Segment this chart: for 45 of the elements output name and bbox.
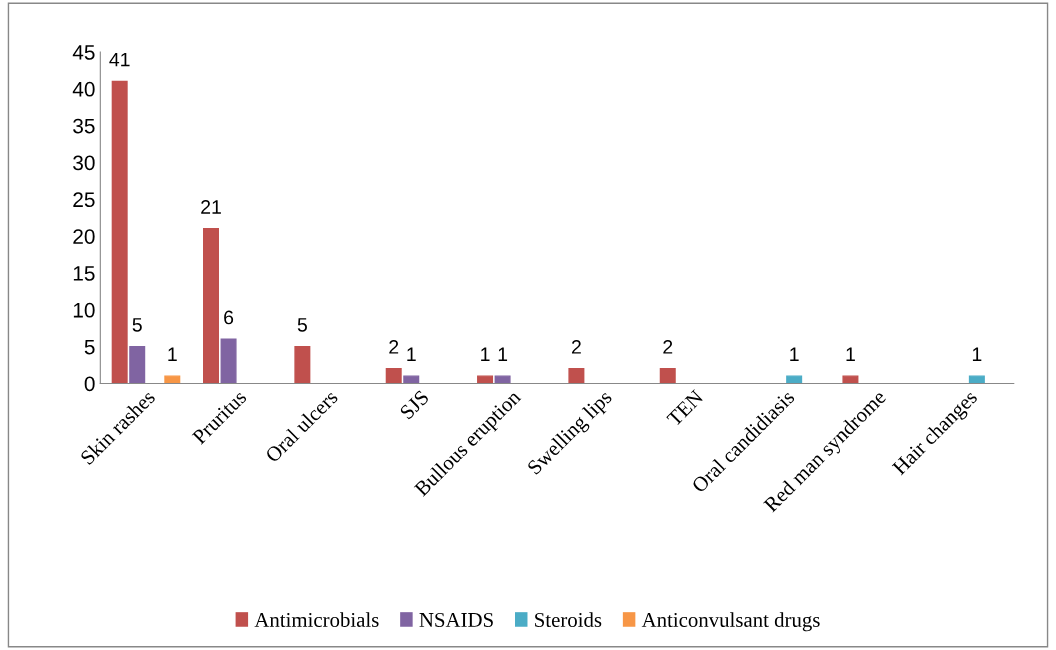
y-tick-label: 20	[73, 229, 95, 244]
data-label: 2	[389, 340, 399, 354]
bar	[568, 368, 585, 384]
legend-label: NSAIDS	[419, 612, 493, 627]
data-label: 41	[109, 52, 130, 67]
legend-label: Anticonvulsant drugs	[641, 612, 820, 632]
data-label: 5	[132, 318, 142, 332]
data-label: 1	[790, 347, 799, 361]
bar	[385, 368, 402, 384]
bar	[494, 375, 511, 384]
bar	[203, 228, 220, 384]
data-label: 1	[168, 347, 177, 361]
data-label: 5	[297, 318, 307, 332]
y-tick-label: 15	[73, 266, 95, 281]
y-tick-label: 35	[73, 118, 95, 134]
legend-label: Antimicrobials	[254, 612, 379, 627]
data-label: 6	[224, 310, 234, 325]
data-label: 1	[498, 347, 508, 361]
bar	[294, 345, 311, 384]
y-tick-label: 40	[72, 81, 95, 97]
bar	[403, 375, 420, 384]
y-tick-label: 45	[72, 45, 95, 60]
bar	[111, 80, 128, 384]
y-tick-label: 10	[73, 302, 95, 318]
data-label: 1	[972, 347, 982, 361]
bar	[164, 375, 181, 384]
bar	[129, 345, 146, 384]
bar	[477, 375, 494, 384]
bar	[842, 375, 859, 384]
legend-label: Steroids	[535, 612, 602, 627]
bar	[786, 375, 803, 384]
data-label: 1	[407, 347, 416, 361]
bar	[659, 368, 676, 384]
data-label: 2	[571, 340, 581, 354]
data-label: 1	[846, 347, 855, 361]
bar	[220, 338, 237, 384]
y-tick-label: 0	[84, 376, 95, 392]
y-tick-label: 5	[84, 339, 95, 355]
bar	[968, 375, 985, 384]
data-label: 1	[481, 347, 490, 361]
data-label: 2	[663, 340, 673, 354]
y-tick-label: 30	[73, 155, 95, 171]
y-tick-label: 25	[73, 192, 95, 208]
x-tick-label: SJS	[399, 389, 430, 420]
data-label: 21	[201, 200, 221, 214]
